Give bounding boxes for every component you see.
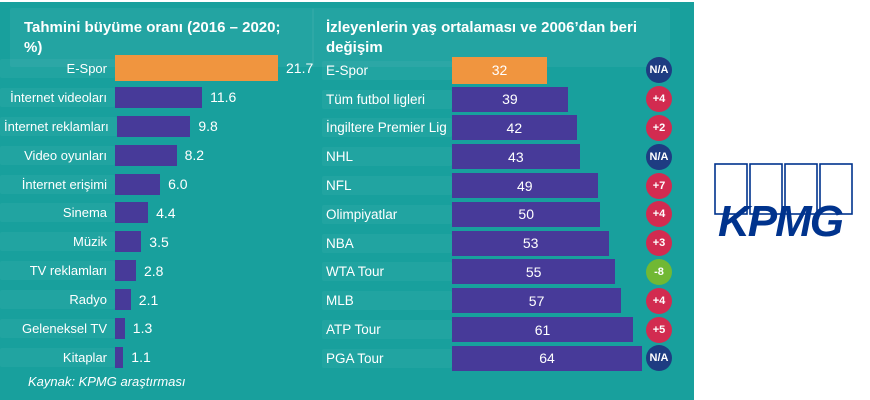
growth-row: Radyo 2.1 [0, 285, 312, 314]
age-row: E-Spor 32 N/A [312, 56, 694, 85]
growth-bar [115, 260, 136, 282]
growth-category-label: Sinema [0, 203, 115, 223]
kpmg-logo-graphic: KPMG [714, 163, 853, 246]
growth-bar-value: 1.1 [131, 349, 151, 366]
top-divider [0, 0, 694, 2]
age-change-badge: N/A [646, 345, 672, 372]
age-bar: 49 [452, 173, 598, 199]
growth-category-label: İnternet videoları [0, 87, 115, 107]
kpmg-logo-text: KPMG [718, 197, 843, 246]
age-change-badge: +7 [646, 172, 672, 199]
growth-category-label: Kitaplar [0, 347, 115, 367]
age-row: İngiltere Premier Lig 42 +2 [312, 114, 694, 143]
age-change-badge: N/A [646, 143, 672, 170]
age-chart-title-line2: değişim [326, 38, 383, 56]
age-row: NHL 43 N/A [312, 142, 694, 171]
growth-category-label: Geleneksel TV [0, 318, 115, 338]
age-category-label: ATP Tour [322, 320, 452, 340]
growth-bar-value: 11.6 [210, 89, 237, 106]
age-category-label: PGA Tour [322, 348, 452, 368]
age-category-label: MLB [322, 291, 452, 311]
age-change-badge: +4 [646, 287, 672, 314]
age-row: WTA Tour 55 -8 [312, 258, 694, 287]
age-category-label: WTA Tour [322, 262, 452, 282]
growth-category-label: Müzik [0, 232, 115, 252]
age-category-label: Olimpiyatlar [322, 204, 452, 224]
age-row: NBA 53 +3 [312, 229, 694, 258]
growth-category-label: İnternet erişimi [0, 174, 115, 194]
growth-bar-value: 3.5 [149, 233, 169, 250]
growth-category-label: İnternet reklamları [0, 116, 117, 136]
growth-row: E-Spor 21.7 [0, 54, 314, 83]
kpmg-logo: KPMG [702, 160, 862, 250]
growth-bar [115, 173, 161, 195]
age-bar: 57 [452, 288, 622, 314]
age-category-label: İngiltere Premier Lig [322, 118, 452, 138]
growth-bar [115, 346, 124, 368]
age-bar: 61 [452, 317, 634, 343]
age-row: PGA Tour 64 N/A [312, 344, 694, 373]
age-bar: 32 [452, 56, 547, 84]
growth-row: İnternet videoları 11.6 [0, 83, 312, 112]
growth-category-label: Video oyunları [0, 145, 115, 165]
age-category-label: NHL [322, 147, 452, 167]
age-bar: 64 [452, 345, 642, 371]
growth-bar [115, 144, 177, 166]
growth-row: İnternet reklamları 9.8 [0, 112, 312, 141]
growth-row: Müzik 3.5 [0, 227, 312, 256]
age-row: MLB 57 +4 [312, 286, 694, 315]
age-category-label: NBA [322, 233, 452, 253]
growth-bar [115, 202, 149, 224]
growth-bar [115, 289, 131, 311]
growth-bar-value: 9.8 [198, 118, 218, 135]
growth-row: Video oyunları 8.2 [0, 141, 312, 170]
source-note: Kaynak: KPMG araştırması [28, 374, 186, 389]
growth-row: TV reklamları 2.8 [0, 256, 312, 285]
growth-bar-value: 1.3 [132, 320, 153, 337]
growth-bar [115, 317, 125, 339]
kpmg-logo-rectangles [714, 163, 853, 215]
growth-chart-rows: E-Spor 21.7 İnternet videoları 11.6 İnternet… [0, 54, 314, 372]
growth-bar [115, 86, 203, 108]
growth-bar-value: 2.8 [144, 262, 164, 279]
age-bar: 39 [452, 86, 568, 112]
growth-bar-value: 2.1 [138, 291, 159, 308]
age-change-badge: +4 [646, 201, 672, 228]
age-category-label: Tüm futbol ligleri [322, 89, 452, 109]
age-change-badge: +3 [646, 230, 672, 257]
age-category-label: E-Spor [322, 60, 452, 80]
age-bar: 50 [452, 201, 601, 227]
age-row: ATP Tour 61 +5 [312, 315, 694, 344]
age-chart-title-line1: İzleyenlerin yaş ortalaması ve 2006’dan … [326, 19, 638, 36]
growth-bar [115, 231, 142, 253]
growth-bar-value: 4.4 [156, 204, 176, 221]
age-row: Olimpiyatlar 50 +4 [312, 200, 694, 229]
age-row: Tüm futbol ligleri 39 +4 [312, 85, 694, 114]
growth-category-label: TV reklamları [0, 261, 115, 281]
age-change-badge: N/A [646, 57, 672, 84]
age-change-badge: +2 [646, 114, 672, 141]
growth-bar [115, 55, 278, 82]
age-row: NFL 49 +7 [312, 171, 694, 200]
age-bar: 43 [452, 144, 580, 170]
age-category-label: NFL [322, 176, 452, 196]
age-bar: 42 [452, 115, 577, 141]
growth-bar-value: 21.7 [286, 60, 314, 77]
growth-category-label: E-Spor [0, 58, 115, 78]
growth-row: Sinema 4.4 [0, 198, 312, 227]
growth-category-label: Radyo [0, 290, 115, 310]
age-change-badge: -8 [646, 258, 672, 285]
growth-bar [116, 115, 191, 137]
growth-bar-value: 6.0 [168, 176, 188, 192]
growth-bar-value: 8.2 [184, 147, 205, 164]
growth-row: Geleneksel TV 1.3 [0, 314, 312, 343]
age-change-badge: +4 [646, 86, 672, 113]
growth-row: İnternet erişimi 6.0 [0, 170, 312, 199]
age-bar: 53 [452, 230, 610, 256]
age-change-badge: +5 [646, 316, 672, 343]
age-bar: 55 [452, 259, 616, 285]
growth-row: Kitaplar 1.1 [0, 343, 312, 372]
age-chart-rows: E-Spor 32 N/A Tüm futbol ligleri 39 +4 İngilte… [312, 56, 694, 373]
